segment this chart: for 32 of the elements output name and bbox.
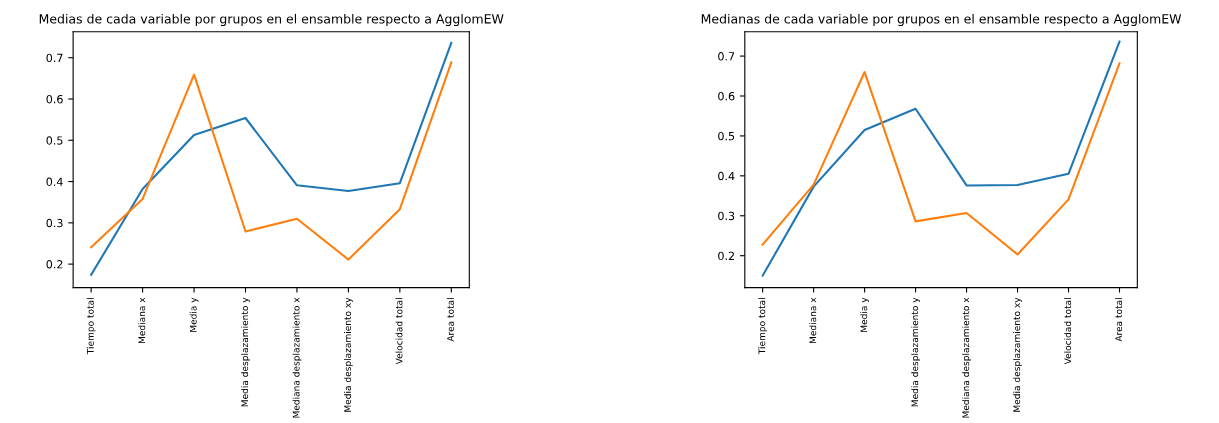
x-tick-label: Media y [189, 297, 199, 332]
x-tick-label: Area total [446, 298, 454, 342]
y-tick-label: 0.3 [718, 211, 735, 221]
y-tick-label: 0.7 [46, 53, 63, 63]
x-tick-label: Tiempo total [758, 298, 768, 355]
x-tick-label: Media desplazamiento xy [1013, 297, 1022, 412]
x-tick-label: Media desplazamiento y [911, 297, 920, 407]
line-series [761, 62, 1121, 256]
y-tick-label: 0.2 [46, 260, 63, 269]
chart-title: Medianas de cada variable por grupos en el ensamble respecto a AgglomEW [701, 13, 1182, 26]
y-tick-label: 0.4 [718, 171, 735, 181]
x-tick-label: Media y [860, 297, 869, 332]
y-tick-label: 0.6 [718, 91, 735, 101]
y-tick-label: 0.3 [46, 218, 63, 228]
x-tick-label: Mediana desplazamiento x [292, 297, 302, 418]
x-tick-label: Mediana desplazamiento x [962, 297, 971, 418]
y-tick-label: 0.5 [46, 136, 63, 145]
x-tick-label: Media desplazamiento y [241, 297, 250, 407]
x-tick-label: Area total [1115, 298, 1123, 342]
x-tick-label: Media desplazamiento xy [344, 297, 353, 412]
x-tick-label: Velocidad total [1064, 298, 1072, 365]
y-tick-label: 0.4 [46, 177, 63, 186]
y-tick-label: 0.7 [718, 52, 735, 61]
y-tick-label: 0.6 [46, 94, 63, 104]
line-series [761, 40, 1121, 277]
y-tick-label: 0.2 [718, 251, 734, 261]
y-tick-label: 0.5 [718, 131, 735, 141]
x-tick-label: Mediana x [809, 297, 817, 344]
chart-title: Medias de cada variable por grupos en el ensamble respecto a AgglomEW [39, 13, 504, 26]
x-tick-label: Velocidad total [395, 298, 403, 365]
x-tick-label: Mediana x [138, 297, 146, 344]
x-tick-label: Tiempo total [86, 298, 96, 355]
